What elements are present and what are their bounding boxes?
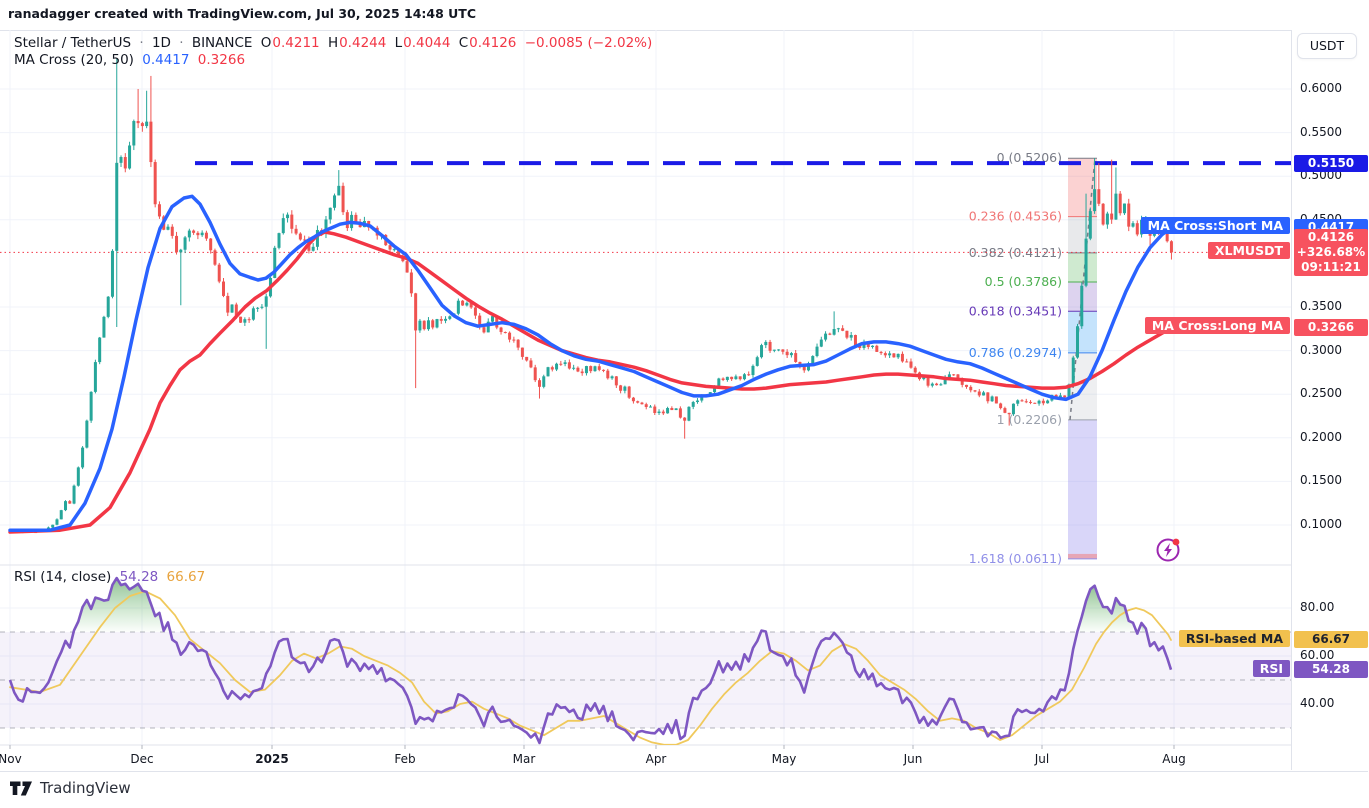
rsi-overbought-fill	[1077, 585, 1133, 632]
fib-level-label: 0.382 (0.4121)	[969, 245, 1062, 260]
rsi-pane[interactable]	[0, 576, 1291, 745]
fib-level-label: 0.786 (0.2974)	[969, 345, 1062, 360]
axis-badge-0.5150: 0.5150	[1294, 154, 1368, 172]
rsi-ma-value: 66.67	[166, 569, 206, 585]
price-tick: 0.2500	[1300, 386, 1342, 401]
pane-label-xlmusdt[interactable]: XLMUSDT	[1207, 242, 1290, 260]
ma20-line[interactable]	[8, 194, 1174, 532]
axis-badge-0.4126: 0.4126 +326.68% 09:11:21	[1294, 228, 1368, 276]
ma-cross-legend: MA Cross (20, 50) 0.4417 0.3266	[14, 52, 249, 68]
chart-frame	[0, 30, 1368, 772]
rsi-legend: RSI (14, close) 54.28 66.67	[14, 569, 209, 585]
rsi-title: RSI (14, close)	[14, 569, 112, 585]
open-value: 0.4211	[272, 35, 320, 51]
time-axis-label: Feb	[394, 752, 415, 766]
fib-level-label: 0.5 (0.3786)	[985, 274, 1062, 289]
price-tick: 0.1500	[1300, 473, 1342, 488]
price-tick: 0.5500	[1300, 124, 1342, 139]
time-axis[interactable]: Nov Dec 2025 Feb Mar Apr May Jun Jul Aug	[0, 745, 1186, 766]
price-scale[interactable]: 0.60000.55000.50000.45000.35000.30000.25…	[1291, 30, 1369, 770]
time-axis-label: Jun	[903, 752, 923, 766]
price-tick: 0.3500	[1300, 299, 1342, 313]
axis-badge-0.3266: 0.3266	[1294, 318, 1368, 336]
ma50-line[interactable]	[8, 230, 1174, 534]
time-axis-label: Aug	[1162, 752, 1185, 766]
low-value: 0.4044	[403, 35, 451, 51]
rsi-ma-line[interactable]	[9, 590, 1172, 745]
change-value: −0.0085 (−2.02%)	[524, 35, 653, 51]
time-axis-label: 2025	[255, 752, 288, 766]
fib-level-label: 1.618 (0.0611)	[969, 551, 1062, 566]
time-axis-label: May	[772, 752, 797, 766]
price-pane[interactable]: 0 (0.5206) 0.236 (0.4536) 0.382 (0.4121) 0.…	[0, 58, 1291, 565]
price-tick: 0.6000	[1300, 81, 1342, 95]
rsi-line[interactable]	[8, 576, 1173, 745]
ma-cross-title: MA Cross (20, 50)	[14, 52, 134, 68]
axis-badge-66.67: 66.67	[1294, 631, 1368, 649]
price-tick: 0.2000	[1300, 429, 1342, 444]
time-axis-label: Apr	[646, 752, 667, 766]
price-tick: 0.3000	[1300, 342, 1342, 357]
ma-long-value: 0.3266	[197, 52, 246, 68]
close-value: 0.4126	[469, 35, 517, 51]
axis-badge-54.28: 54.28	[1294, 661, 1368, 679]
rsi-tick: 40.00	[1300, 696, 1335, 710]
candlestick-series	[8, 58, 1173, 534]
high-value: 0.4244	[339, 35, 387, 51]
rsi-value: 54.28	[119, 569, 159, 585]
symbol-title: Stellar / TetherUS	[14, 35, 132, 51]
tradingview-brand-text: TradingView	[40, 779, 131, 797]
fib-level-label: 0.618 (0.3451)	[969, 303, 1062, 318]
time-axis-label: Dec	[130, 752, 153, 766]
tradingview-logo[interactable]: TradingView	[10, 779, 131, 797]
price-tick: 0.5000	[1300, 168, 1342, 183]
tradingview-logo-icon	[10, 781, 32, 795]
currency-toggle-button[interactable]: USDT	[1297, 33, 1357, 59]
pane-label-rsi[interactable]: RSI	[1252, 659, 1290, 677]
interval-label: 1D	[151, 35, 171, 51]
time-axis-label: Jul	[1034, 752, 1049, 766]
pane-label-ma-cross-long-ma[interactable]: MA Cross:Long MA	[1144, 317, 1290, 335]
credit-text: ranadagger created with TradingView.com,…	[8, 6, 476, 21]
ma-short-value: 0.4417	[142, 52, 190, 68]
chart-canvas[interactable]: 0 (0.5206) 0.236 (0.4536) 0.382 (0.4121) 0.…	[0, 30, 1291, 770]
pane-label-ma-cross-short-ma[interactable]: MA Cross:Short MA	[1140, 217, 1290, 235]
rsi-tick: 60.00	[1300, 648, 1335, 662]
price-tick: 0.1000	[1300, 517, 1342, 531]
time-axis-label: Nov	[0, 752, 22, 766]
exchange-label: BINANCE	[191, 35, 253, 51]
fib-level-label: 0 (0.5206)	[997, 150, 1062, 165]
rsi-tick: 80.00	[1300, 600, 1335, 614]
symbol-legend: Stellar / TetherUS · 1D · BINANCE O0.421…	[14, 35, 653, 51]
fib-level-label: 1 (0.2206)	[997, 412, 1062, 427]
time-axis-label: Mar	[513, 752, 536, 766]
fib-level-label: 0.236 (0.4536)	[969, 209, 1062, 224]
pane-label-rsi-based-ma[interactable]: RSI-based MA	[1178, 629, 1290, 647]
flash-drawing-icon[interactable]	[1156, 538, 1180, 562]
